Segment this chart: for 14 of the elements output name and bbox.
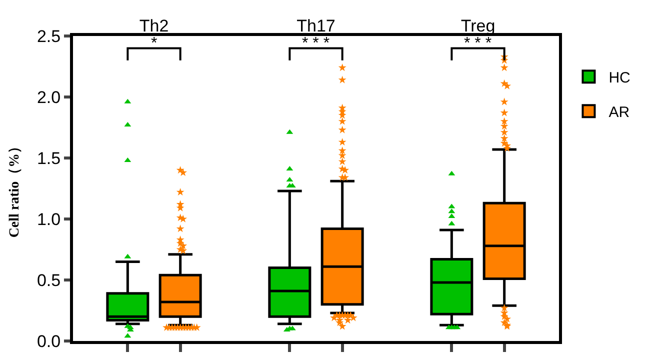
- legend-label: AR: [608, 104, 630, 121]
- y-tick-label: 0.5: [36, 270, 61, 290]
- y-tick-label: 0.0: [36, 332, 61, 351]
- y-tick-label: 2.0: [36, 88, 61, 107]
- y-axis-title: Cell ratio（%）: [8, 139, 23, 238]
- annotation: * * *: [302, 35, 330, 52]
- y-tick-label: 1.5: [36, 148, 61, 168]
- x-tick-label: Th17: [296, 16, 336, 36]
- y-tick-label: 1.0: [36, 210, 61, 229]
- annotation: * * *: [464, 35, 492, 52]
- legend-label: HC: [608, 70, 631, 86]
- y-tick-label: 2.5: [36, 26, 61, 46]
- x-tick-label: Th2: [139, 16, 169, 36]
- annotation: *: [151, 35, 158, 52]
